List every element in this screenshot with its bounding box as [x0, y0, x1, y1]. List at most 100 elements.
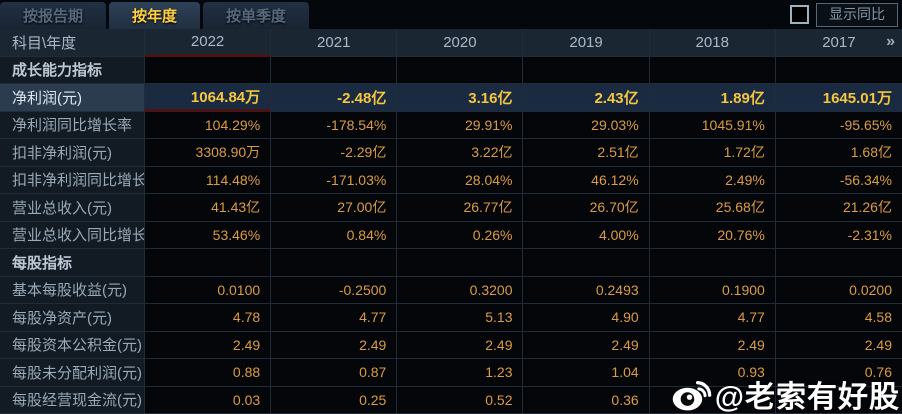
table-row-net-profit[interactable]: 净利润(元) 1064.84万 -2.48亿 3.16亿 2.43亿 1.89亿…: [0, 84, 902, 112]
cell: [775, 56, 902, 84]
table-row-deducted-net-profit-yoy[interactable]: 扣非净利润同比增长率 114.48% -171.03% 28.04% 46.12…: [0, 166, 902, 194]
cell: 1064.84万: [145, 84, 272, 112]
cell: 3308.90万: [145, 139, 272, 167]
show-yoy-checkbox[interactable]: [790, 5, 809, 24]
cell: 0.88: [145, 359, 272, 387]
tab-annual[interactable]: 按年度: [109, 2, 201, 29]
cell: -2.29亿: [271, 139, 398, 167]
section-row-per-share: 每股指标: [0, 249, 902, 277]
cell: 0.87: [271, 359, 398, 387]
cell: 29.03%: [523, 111, 650, 139]
table-header-row: 科目\年度 2022 2021 2020 2019 2018 2017 »: [0, 29, 902, 57]
header-year-2019: 2019: [523, 29, 650, 57]
cell: 26.70亿: [523, 194, 650, 222]
header-year-2017: 2017 »: [775, 29, 902, 57]
cell: 0.26%: [397, 221, 524, 249]
cell: 0.36: [523, 386, 650, 414]
metrics-table: 科目\年度 2022 2021 2020 2019 2018 2017 » 成长…: [0, 29, 902, 414]
table-row-total-revenue[interactable]: 营业总收入(元) 41.43亿 27.00亿 26.77亿 26.70亿 25.…: [0, 194, 902, 222]
cell: [775, 249, 902, 277]
cell: 1645.01万: [775, 84, 902, 112]
row-label: 扣非净利润同比增长率: [0, 166, 145, 194]
cell: 20.76%: [649, 221, 776, 249]
cell: 0.0100: [145, 276, 272, 304]
cell: 4.78: [145, 304, 272, 332]
cell: 1.68亿: [775, 139, 902, 167]
table-row-basic-eps[interactable]: 基本每股收益(元) 0.0100 -0.2500 0.3200 0.2493 0…: [0, 276, 902, 304]
cell: 1.89亿: [649, 84, 776, 112]
cell: 26.77亿: [397, 194, 524, 222]
cell: [775, 386, 902, 414]
cell: [145, 249, 272, 277]
cell: 2.49: [775, 331, 902, 359]
table-row-undistributed-profit-per-share[interactable]: 每股未分配利润(元) 0.88 0.87 1.23 1.04 0.93 0.76: [0, 359, 902, 387]
row-label: 扣非净利润(元): [0, 139, 145, 167]
header-year-2022: 2022: [145, 29, 272, 57]
cell: 1.72亿: [649, 139, 776, 167]
cell: 2.49: [649, 331, 776, 359]
cell: 4.58: [775, 304, 902, 332]
row-label: 净利润同比增长率: [0, 111, 145, 139]
cell: 41.43亿: [145, 194, 272, 222]
cell: 0.3200: [397, 276, 524, 304]
table-row-deducted-net-profit[interactable]: 扣非净利润(元) 3308.90万 -2.29亿 3.22亿 2.51亿 1.7…: [0, 139, 902, 167]
cell: 4.90: [523, 304, 650, 332]
yoy-controls: 显示同比: [790, 0, 902, 29]
cell: [523, 249, 650, 277]
cell: 27.00亿: [271, 194, 398, 222]
cell: 21.26亿: [775, 194, 902, 222]
row-label: 基本每股收益(元): [0, 276, 145, 304]
cell: 4.77: [271, 304, 398, 332]
cell: 0.93: [649, 359, 776, 387]
cell: 0.52: [397, 386, 524, 414]
cell: 46.12%: [523, 166, 650, 194]
row-label: 每股经营现金流(元): [0, 386, 145, 414]
row-label: 营业总收入(元): [0, 194, 145, 222]
more-years-icon[interactable]: »: [886, 33, 895, 51]
header-year-2021: 2021: [271, 29, 398, 57]
cell: [649, 249, 776, 277]
tab-report-period[interactable]: 按报告期: [0, 2, 107, 29]
section-label: 每股指标: [0, 249, 145, 277]
section-row-growth: 成长能力指标: [0, 56, 902, 84]
cell: 2.51亿: [523, 139, 650, 167]
cell: 0.03: [145, 386, 272, 414]
cell: 0.25: [271, 386, 398, 414]
table-row-total-revenue-yoy[interactable]: 营业总收入同比增长率 53.46% 0.84% 0.26% 4.00% 20.7…: [0, 221, 902, 249]
row-label: 每股未分配利润(元): [0, 359, 145, 387]
tab-single-quarter[interactable]: 按单季度: [203, 2, 310, 29]
cell: 1.04: [523, 359, 650, 387]
section-label: 成长能力指标: [0, 56, 145, 84]
cell: 1045.91%: [649, 111, 776, 139]
header-year-2020: 2020: [397, 29, 524, 57]
cell: -178.54%: [271, 111, 398, 139]
cell: -56.34%: [775, 166, 902, 194]
cell: 2.49%: [649, 166, 776, 194]
table-row-net-assets-per-share[interactable]: 每股净资产(元) 4.78 4.77 5.13 4.90 4.77 4.58: [0, 304, 902, 332]
cell: 0.1900: [649, 276, 776, 304]
cell: 29.91%: [397, 111, 524, 139]
cell: 2.49: [271, 331, 398, 359]
cell: [523, 56, 650, 84]
table-row-net-profit-yoy[interactable]: 净利润同比增长率 104.29% -178.54% 29.91% 29.03% …: [0, 111, 902, 139]
cell: 25.68亿: [649, 194, 776, 222]
header-year-2018: 2018: [649, 29, 776, 57]
cell: [271, 249, 398, 277]
cell: 4.77: [649, 304, 776, 332]
row-label: 每股净资产(元): [0, 304, 145, 332]
table-row-operating-cashflow-per-share[interactable]: 每股经营现金流(元) 0.03 0.25 0.52 0.36: [0, 386, 902, 414]
table-row-capital-reserve-per-share[interactable]: 每股资本公积金(元) 2.49 2.49 2.49 2.49 2.49 2.49: [0, 331, 902, 359]
row-label: 净利润(元): [0, 84, 145, 112]
header-year-2017-label: 2017: [822, 33, 856, 51]
cell: 4.00%: [523, 221, 650, 249]
cell: 114.48%: [145, 166, 272, 194]
row-label: 营业总收入同比增长率: [0, 221, 145, 249]
row-label: 每股资本公积金(元): [0, 331, 145, 359]
show-yoy-label[interactable]: 显示同比: [816, 2, 898, 27]
cell: 2.49: [523, 331, 650, 359]
cell: 104.29%: [145, 111, 272, 139]
cell: [271, 56, 398, 84]
cell: -95.65%: [775, 111, 902, 139]
cell: 0.84%: [271, 221, 398, 249]
